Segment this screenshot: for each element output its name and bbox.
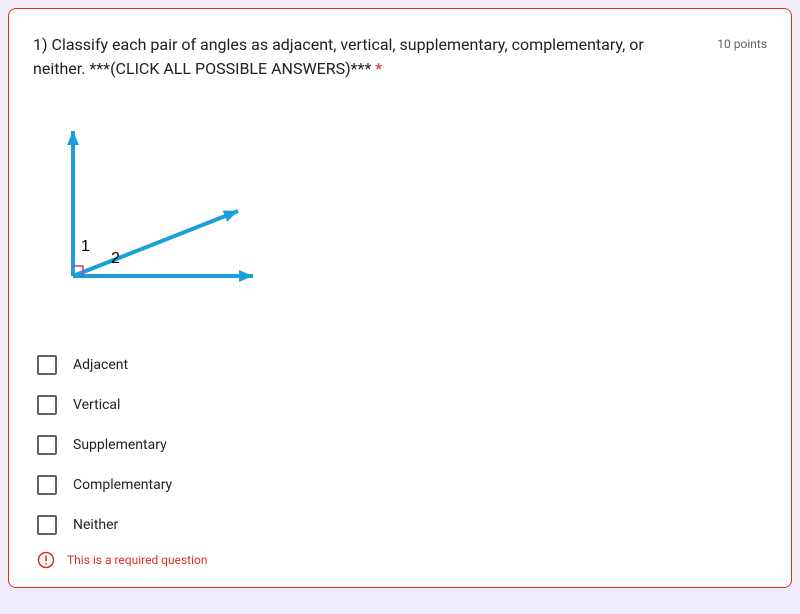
option-row[interactable]: Neither (33, 505, 767, 545)
question-text: 1) Classify each pair of angles as adjac… (33, 33, 717, 81)
checkbox[interactable] (37, 395, 57, 415)
question-card: 1) Classify each pair of angles as adjac… (8, 8, 792, 588)
points-label: 10 points (717, 33, 767, 51)
option-label: Vertical (73, 397, 120, 413)
angle-diagram-svg: 12 (33, 111, 273, 311)
option-label: Supplementary (73, 437, 167, 453)
error-text: This is a required question (67, 553, 208, 567)
option-label: Complementary (73, 477, 172, 493)
svg-text:1: 1 (81, 238, 90, 255)
required-asterisk: * (371, 59, 382, 78)
option-row[interactable]: Adjacent (33, 345, 767, 385)
options-list: Adjacent Vertical Supplementary Compleme… (33, 345, 767, 545)
svg-text:2: 2 (111, 250, 120, 267)
option-row[interactable]: Supplementary (33, 425, 767, 465)
option-label: Adjacent (73, 357, 128, 373)
checkbox[interactable] (37, 515, 57, 535)
alert-icon (37, 551, 55, 569)
error-row: This is a required question (33, 551, 767, 569)
checkbox[interactable] (37, 475, 57, 495)
checkbox[interactable] (37, 435, 57, 455)
question-header: 1) Classify each pair of angles as adjac… (33, 33, 767, 81)
question-body: 1) Classify each pair of angles as adjac… (33, 35, 644, 78)
checkbox[interactable] (37, 355, 57, 375)
option-row[interactable]: Vertical (33, 385, 767, 425)
option-row[interactable]: Complementary (33, 465, 767, 505)
option-label: Neither (73, 517, 118, 533)
angle-diagram: 12 (33, 111, 767, 315)
